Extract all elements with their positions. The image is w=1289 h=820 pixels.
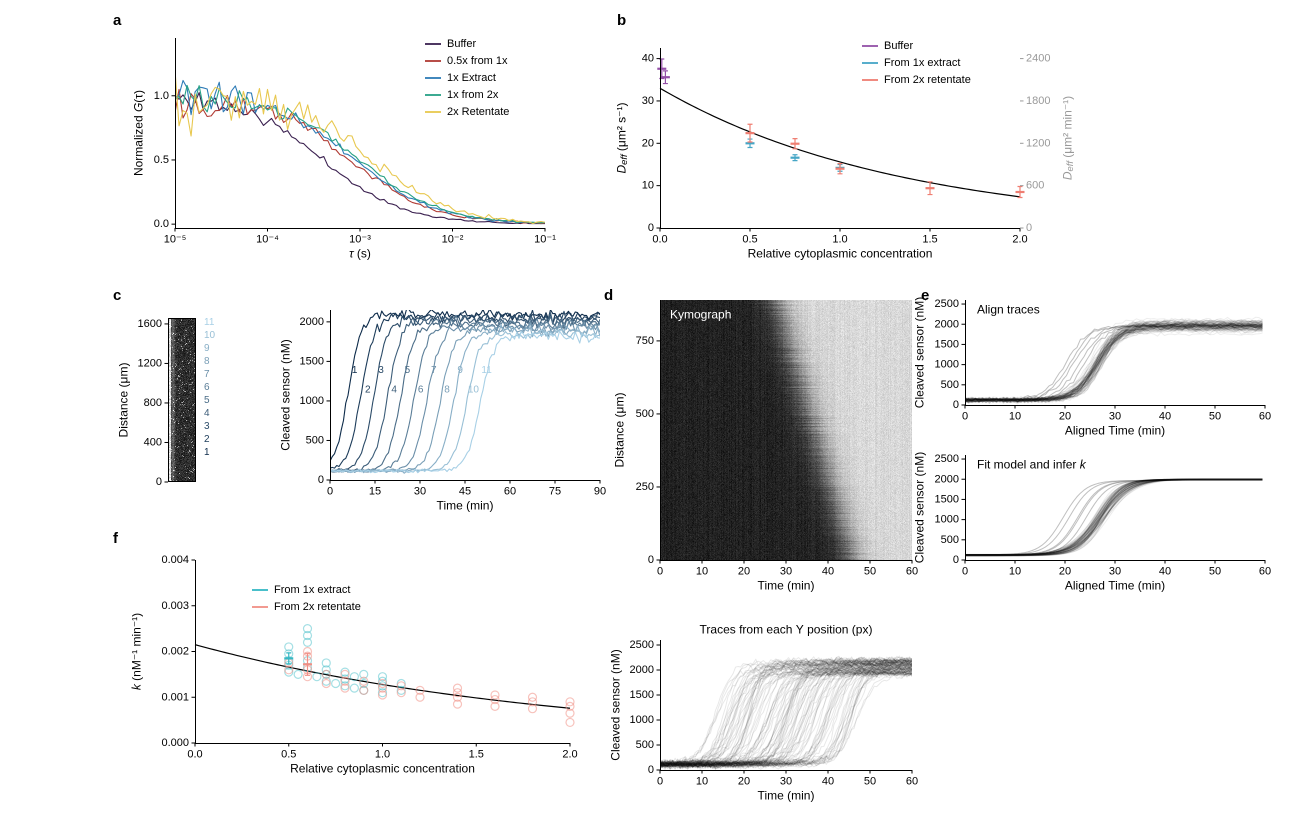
panel-e-align-fit bbox=[910, 283, 1289, 623]
panel-b-diffusion bbox=[600, 8, 1100, 280]
panel-a-chart bbox=[100, 8, 570, 280]
panel-d-kymograph bbox=[590, 283, 930, 813]
panel-f-rate-constant bbox=[100, 528, 600, 818]
panel-c-positions bbox=[100, 283, 620, 528]
panel-e-chart bbox=[910, 283, 1289, 623]
panel-b-chart bbox=[600, 8, 1100, 280]
panel-a-fcs-curves bbox=[100, 8, 570, 280]
panel-c-chart bbox=[100, 283, 620, 528]
panel-f-chart bbox=[100, 528, 600, 818]
panel-d-chart bbox=[590, 283, 930, 813]
